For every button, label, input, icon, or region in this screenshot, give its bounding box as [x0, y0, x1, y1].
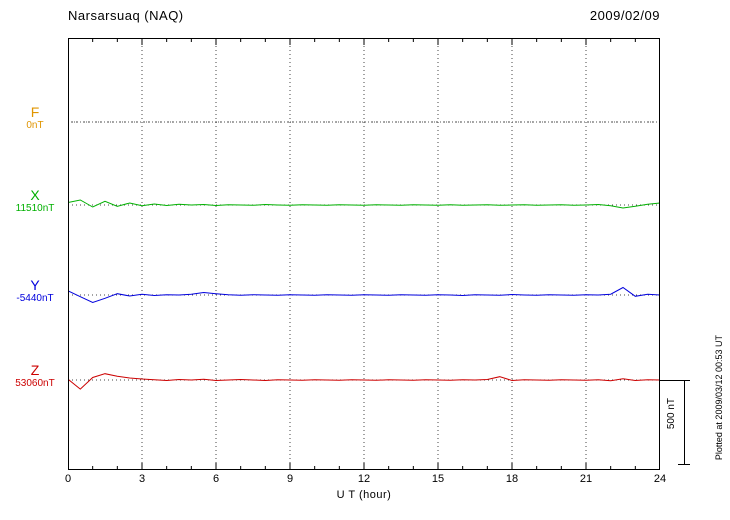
series-baseline-Z: 53060nT	[15, 378, 55, 390]
series-baseline-Y: -5440nT	[16, 293, 54, 305]
x-tick-label: 9	[286, 473, 294, 485]
x-tick-label: 15	[431, 473, 445, 485]
series-label-Z: Z 53060nT	[6, 362, 64, 390]
scale-bar-label-text: 500 nT	[666, 398, 677, 430]
header-row: Narsarsuaq (NAQ) 2009/02/09	[68, 8, 660, 23]
x-tick-label: 3	[138, 473, 146, 485]
x-tick-label: 18	[505, 473, 519, 485]
series-letter-Z: Z	[30, 362, 40, 378]
x-tick-label: 24	[653, 473, 667, 485]
series-label-X: X 11510nT	[6, 187, 64, 215]
plotted-at-note-text: Plotted at 2009/03/12 00:53 UT	[714, 335, 724, 461]
x-tick-label: 6	[212, 473, 220, 485]
plot-date: 2009/02/09	[589, 8, 660, 23]
x-tick-label: 21	[579, 473, 593, 485]
series-baseline-X: 11510nT	[15, 203, 55, 215]
scale-bar-cap	[678, 464, 690, 465]
series-letter-F: F	[30, 104, 40, 120]
series-label-Y: Y -5440nT	[6, 277, 64, 305]
series-letter-X: X	[30, 187, 40, 203]
station-title: Narsarsuaq (NAQ)	[68, 8, 184, 23]
series-baseline-F: 0nT	[26, 120, 44, 132]
plot-area	[68, 38, 660, 470]
x-tick-label: 12	[357, 473, 371, 485]
x-tick-label: 0	[64, 473, 72, 485]
plotted-at-note: Plotted at 2009/03/12 00:53 UT	[714, 335, 724, 470]
scale-bar	[684, 380, 685, 464]
scale-bar-connector	[660, 380, 690, 381]
series-letter-Y: Y	[30, 277, 40, 293]
series-label-F: F 0nT	[6, 104, 64, 132]
x-axis-ticks: 0 3 6 9 12 15 18 21 24	[64, 473, 666, 487]
x-axis-label: U T (hour)	[336, 489, 392, 501]
scale-bar-label: 500 nT	[666, 398, 677, 432]
